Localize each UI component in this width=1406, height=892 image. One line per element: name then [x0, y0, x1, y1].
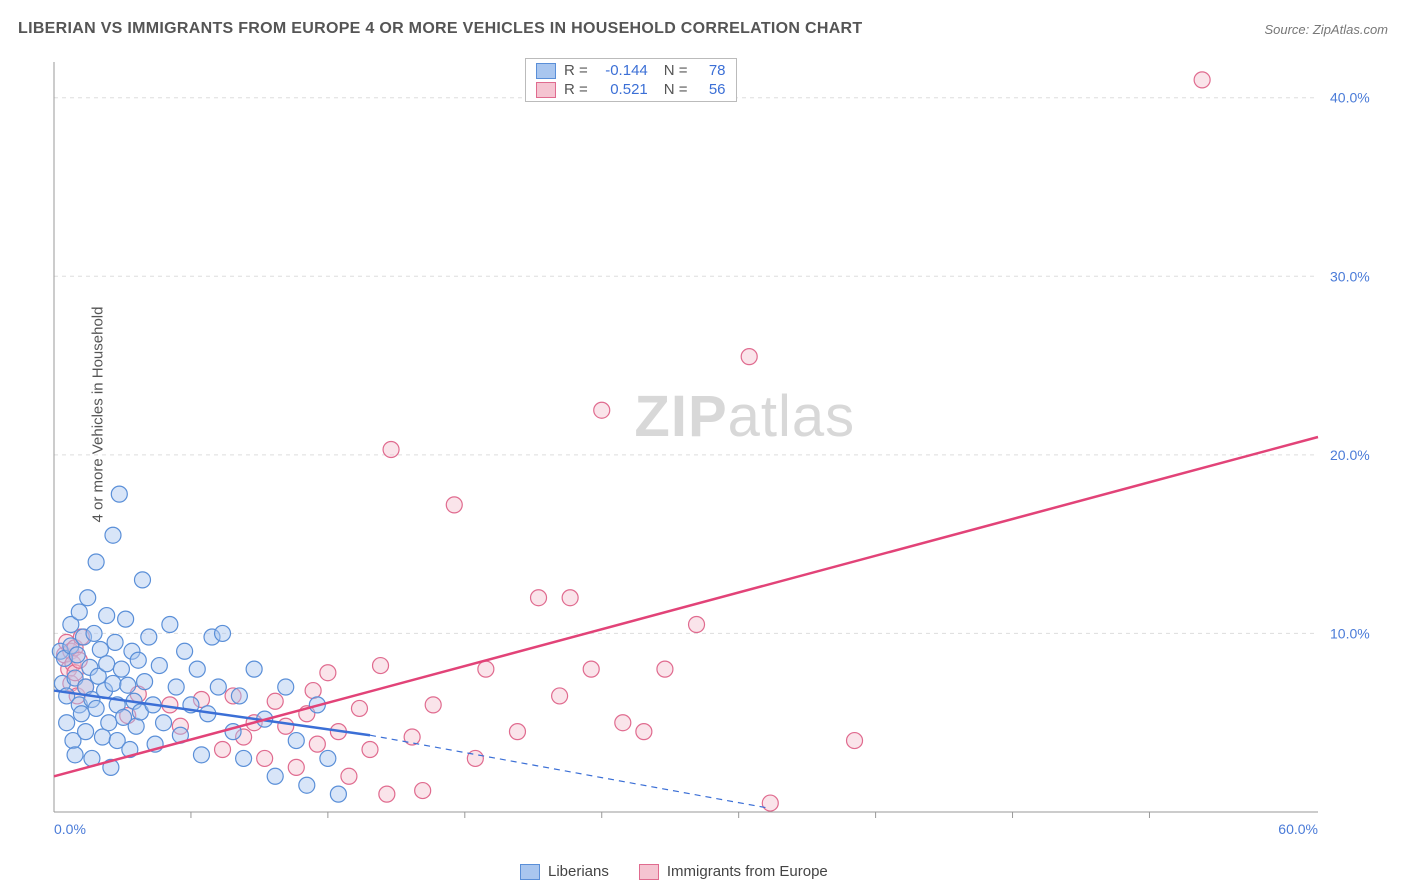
legend-label: Immigrants from Europe	[667, 863, 828, 880]
svg-text:0.0%: 0.0%	[54, 821, 86, 837]
stat-n-value: 78	[696, 62, 726, 79]
legend-swatch	[639, 864, 659, 880]
svg-text:20.0%: 20.0%	[1330, 447, 1370, 463]
svg-text:30.0%: 30.0%	[1330, 268, 1370, 284]
stat-n-value: 56	[696, 81, 726, 98]
legend-swatch	[536, 63, 556, 79]
stat-n-label: N =	[664, 62, 688, 79]
series-legend: Liberians Immigrants from Europe	[520, 863, 828, 880]
legend-label: Liberians	[548, 863, 609, 880]
legend-swatch	[536, 82, 556, 98]
legend-swatch	[520, 864, 540, 880]
svg-text:60.0%: 60.0%	[1278, 821, 1318, 837]
stats-legend-row: R = 0.521 N = 56	[526, 80, 736, 99]
stats-legend: R = -0.144 N = 78 R = 0.521 N = 56	[525, 58, 737, 102]
stats-legend-row: R = -0.144 N = 78	[526, 61, 736, 80]
stat-r-value: 0.521	[596, 81, 648, 98]
stat-r-label: R =	[564, 62, 588, 79]
svg-text:40.0%: 40.0%	[1330, 90, 1370, 106]
legend-item: Immigrants from Europe	[639, 863, 828, 880]
stat-r-label: R =	[564, 81, 588, 98]
correlation-chart: LIBERIAN VS IMMIGRANTS FROM EUROPE 4 OR …	[0, 0, 1406, 892]
scatter-plot-svg: ZIPatlas 0.0% 60.0% 10.0% 20.0% 30.0% 40.0%	[48, 52, 1388, 852]
svg-text:10.0%: 10.0%	[1330, 625, 1370, 641]
legend-item: Liberians	[520, 863, 609, 880]
stat-r-value: -0.144	[596, 62, 648, 79]
chart-title: LIBERIAN VS IMMIGRANTS FROM EUROPE 4 OR …	[18, 20, 863, 38]
source-attribution: Source: ZipAtlas.com	[1264, 22, 1388, 37]
svg-text:ZIPatlas: ZIPatlas	[634, 384, 855, 449]
stat-n-label: N =	[664, 81, 688, 98]
